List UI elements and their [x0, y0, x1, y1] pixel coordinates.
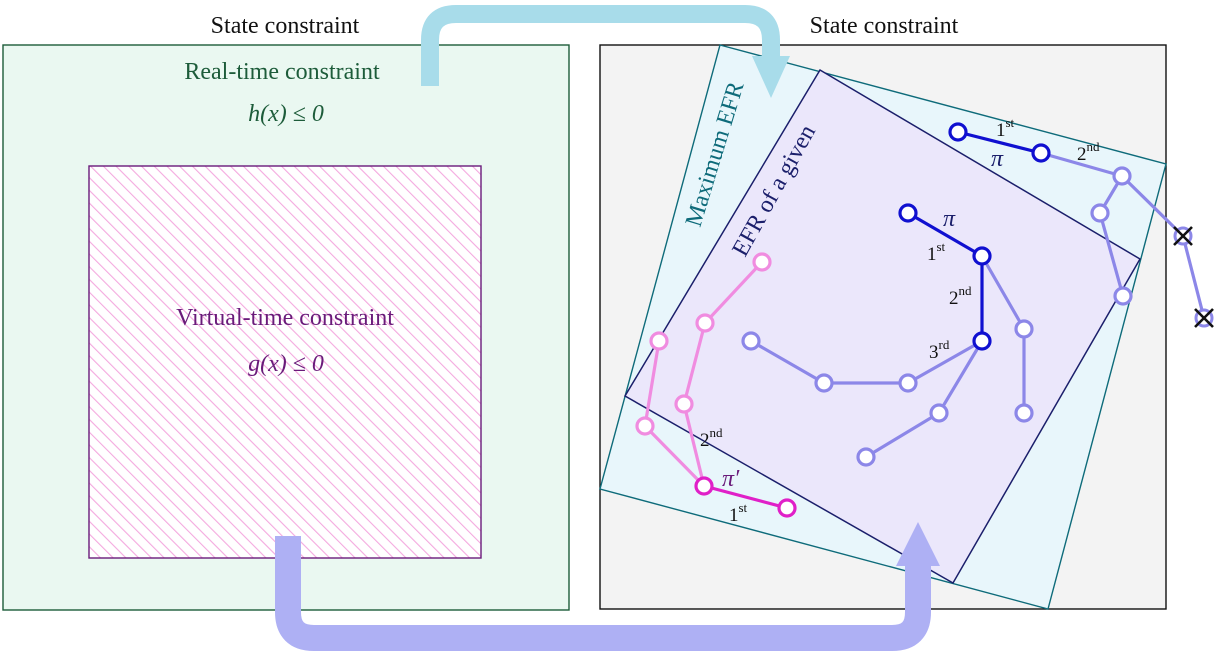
trajectory-node [814, 373, 834, 393]
trajectory-node [972, 246, 992, 266]
violation-cross-icon [1194, 308, 1214, 328]
efr-given-region [623, 68, 1142, 585]
step-label-first: 1st [927, 239, 946, 265]
step-label-second: 2nd [949, 283, 972, 309]
trajectory-node [1090, 203, 1110, 223]
trajectory-node [929, 403, 949, 423]
bottom-connector-arrow [275, 536, 931, 651]
step-label-second: 2nd [1077, 139, 1100, 165]
policy-label: π [991, 146, 1004, 172]
trajectory-node [948, 122, 968, 142]
virtual-time-constraint-region [88, 165, 482, 559]
trajectory-node [694, 476, 714, 496]
step-label-first: 1st [996, 115, 1015, 141]
real-time-label: Real-time constraint [184, 59, 380, 85]
top-arrowhead-icon [752, 56, 790, 98]
trajectory-node [898, 373, 918, 393]
trajectory-node [1031, 143, 1051, 163]
trajectory-node [1112, 166, 1132, 186]
alt-policy-label: π′ [722, 466, 740, 492]
trajectory-node [635, 416, 655, 436]
trajectory-node [777, 498, 797, 518]
left-header: State constraint [211, 13, 360, 39]
trajectory-alternative: 2nd π′ 1st [635, 252, 797, 526]
step-label-second: 2nd [700, 425, 723, 451]
right-header: State constraint [810, 13, 959, 39]
top-connector-arrow [421, 5, 780, 86]
step-label-third: 3rd [929, 337, 950, 363]
step-label-first: 1st [729, 500, 748, 526]
trajectory-top: 1st π 2nd [948, 115, 1214, 328]
bottom-arrowhead-icon [896, 522, 940, 566]
trajectory-node [1014, 403, 1034, 423]
trajectory-node [1113, 286, 1133, 306]
trajectory-node [674, 394, 694, 414]
violation-cross-icon [1173, 226, 1193, 246]
trajectory-node [741, 331, 761, 351]
trajectory-node [972, 331, 992, 351]
virtual-time-expression: g(x) ≤ 0 [248, 351, 324, 377]
trajectory-node [898, 203, 918, 223]
real-time-expression: h(x) ≤ 0 [248, 101, 324, 127]
virtual-time-label: Virtual-time constraint [176, 305, 394, 331]
trajectory-node [856, 447, 876, 467]
trajectory-node [649, 331, 669, 351]
trajectory-center: π 1st 2nd 3rd [741, 203, 1034, 467]
trajectory-node [1014, 319, 1034, 339]
trajectory-node [695, 313, 715, 333]
policy-label: π [943, 206, 956, 232]
trajectory-node [752, 252, 772, 272]
